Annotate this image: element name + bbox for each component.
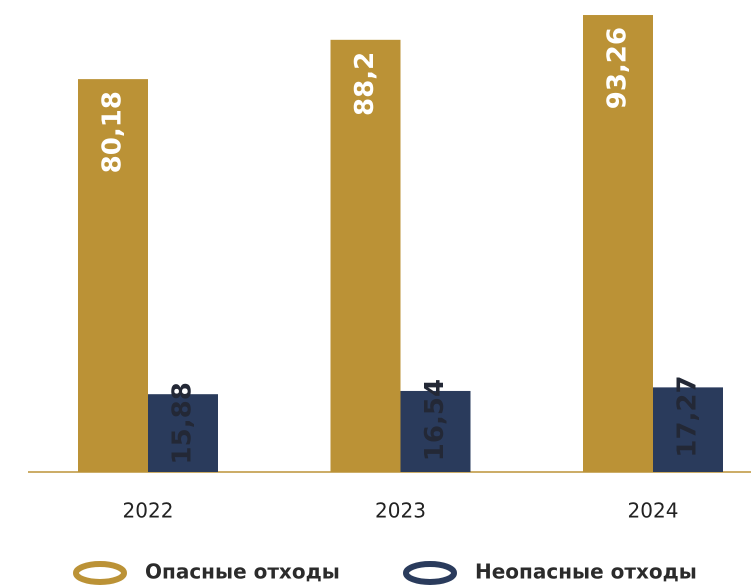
value-label: 80,18 [98,91,128,173]
bar [583,15,653,472]
x-tick-label: 2024 [628,499,679,523]
value-label: 88,2 [350,52,380,116]
value-label: 15,88 [168,382,198,464]
legend-icon [403,561,457,585]
legend-label: Неопасные отходы [475,560,697,584]
bar [78,79,148,473]
bar [148,394,218,472]
legend-icon [73,561,127,585]
bar [653,387,723,472]
bar [330,39,401,472]
x-tick-label: 2022 [123,499,174,523]
value-label: 16,54 [420,379,450,461]
x-tick-label: 2023 [375,499,426,523]
bar [400,390,471,472]
legend-label: Опасные отходы [145,560,340,584]
value-label: 17,27 [673,375,703,457]
value-label: 93,26 [603,27,633,109]
